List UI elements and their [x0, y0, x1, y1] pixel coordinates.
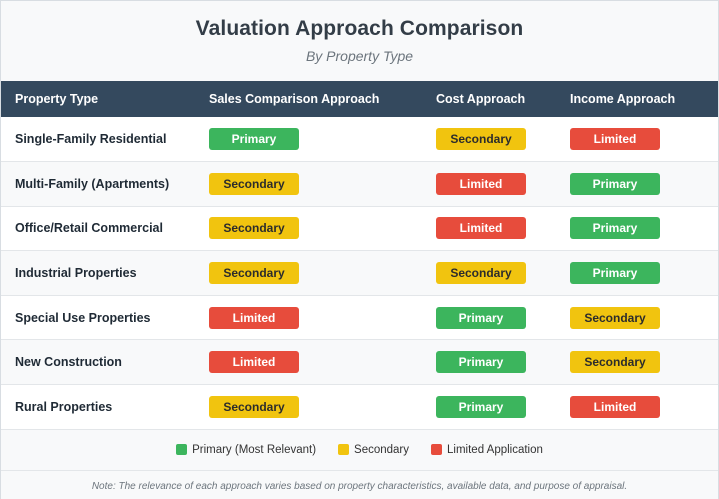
relevance-badge: Primary — [570, 172, 660, 195]
relevance-badge: Limited — [570, 395, 660, 418]
property-type-cell: Single-Family Residential — [15, 132, 167, 147]
table-row: Office/Retail Commercial Secondary Limited… — [1, 206, 718, 251]
relevance-badge: Limited — [209, 351, 299, 374]
relevance-badge: Secondary — [209, 395, 299, 418]
cost-cell: Limited — [436, 206, 570, 251]
relevance-badge: Secondary — [570, 351, 660, 374]
table-header-row: Property Type Sales Comparison Approach … — [1, 81, 718, 117]
relevance-badge: Primary — [436, 395, 526, 418]
table-row: Rural Properties Secondary Primary Limited — [1, 384, 718, 430]
legend: Primary (Most Relevant) Secondary Limite… — [1, 429, 718, 471]
legend-item-primary: Primary (Most Relevant) — [176, 444, 316, 456]
legend-item-secondary: Secondary — [338, 444, 409, 456]
property-type-cell: Office/Retail Commercial — [15, 221, 163, 236]
relevance-badge: Primary — [209, 128, 299, 151]
income-cell: Limited — [570, 385, 718, 430]
cost-cell: Secondary — [436, 251, 570, 296]
sales-cell: Secondary — [209, 162, 436, 207]
sales-cell: Primary — [209, 117, 436, 162]
table-body: Single-Family Residential Primary Secondar… — [1, 117, 718, 430]
column-header-property-type: Property Type — [15, 92, 99, 106]
relevance-badge: Secondary — [209, 217, 299, 240]
relevance-badge: Limited — [209, 306, 299, 329]
comparison-table: Property Type Sales Comparison Approach … — [1, 81, 718, 430]
relevance-badge: Secondary — [436, 128, 526, 151]
cost-cell: Secondary — [436, 117, 570, 162]
relevance-badge: Secondary — [209, 172, 299, 195]
table-row: Special Use Properties Limited Primary Seco… — [1, 295, 718, 340]
table-header: Property Type Sales Comparison Approach … — [1, 81, 718, 117]
cost-cell: Primary — [436, 385, 570, 430]
legend-swatch-secondary — [338, 444, 350, 456]
relevance-badge: Secondary — [436, 262, 526, 285]
income-cell: Primary — [570, 206, 718, 251]
column-header-income: Income Approach — [570, 92, 676, 106]
income-cell: Primary — [570, 251, 718, 296]
relevance-badge: Secondary — [209, 262, 299, 285]
table-row: Industrial Properties Secondary Secondary P… — [1, 250, 718, 296]
sales-cell: Secondary — [209, 206, 436, 251]
page-title: Valuation Approach Comparison — [195, 17, 524, 40]
relevance-badge: Limited — [570, 128, 660, 151]
legend-label-limited: Limited Application — [447, 443, 543, 456]
legend-label-secondary: Secondary — [354, 443, 410, 456]
column-header-sales-comparison: Sales Comparison Approach — [209, 92, 380, 106]
property-type-cell: Multi-Family (Apartments) — [15, 176, 170, 191]
property-type-cell: Industrial Properties — [15, 266, 137, 281]
page-header: Valuation Approach Comparison By Propert… — [1, 1, 718, 81]
legend-label-primary: Primary (Most Relevant) — [192, 443, 317, 456]
footnote: Note: The relevance of each approach var… — [1, 470, 718, 499]
income-cell: Secondary — [570, 340, 718, 385]
relevance-badge: Primary — [436, 306, 526, 329]
relevance-badge: Limited — [436, 217, 526, 240]
sales-cell: Secondary — [209, 385, 436, 430]
relevance-badge: Limited — [436, 172, 526, 195]
page-subtitle: By Property Type — [305, 48, 414, 64]
cost-cell: Limited — [436, 162, 570, 207]
cost-cell: Primary — [436, 295, 570, 340]
relevance-badge: Secondary — [570, 306, 660, 329]
relevance-badge: Primary — [436, 351, 526, 374]
sales-cell: Limited — [209, 295, 436, 340]
property-type-cell: Rural Properties — [15, 399, 113, 414]
property-type-cell: New Construction — [15, 355, 122, 370]
sales-cell: Limited — [209, 340, 436, 385]
legend-swatch-limited — [431, 444, 443, 456]
relevance-badge: Primary — [570, 262, 660, 285]
table-row: Multi-Family (Apartments) Secondary Limite… — [1, 161, 718, 207]
sales-cell: Secondary — [209, 251, 436, 296]
legend-swatch-primary — [176, 444, 188, 456]
cost-cell: Primary — [436, 340, 570, 385]
income-cell: Secondary — [570, 295, 718, 340]
table-row: Single-Family Residential Primary Secondar… — [1, 117, 718, 162]
property-type-cell: Special Use Properties — [15, 310, 151, 325]
income-cell: Primary — [570, 162, 718, 207]
relevance-badge: Primary — [570, 217, 660, 240]
income-cell: Limited — [570, 117, 718, 162]
table-row: New Construction Limited Primary Secondary — [1, 339, 718, 385]
legend-item-limited: Limited Application — [431, 444, 543, 456]
column-header-cost: Cost Approach — [436, 92, 526, 106]
